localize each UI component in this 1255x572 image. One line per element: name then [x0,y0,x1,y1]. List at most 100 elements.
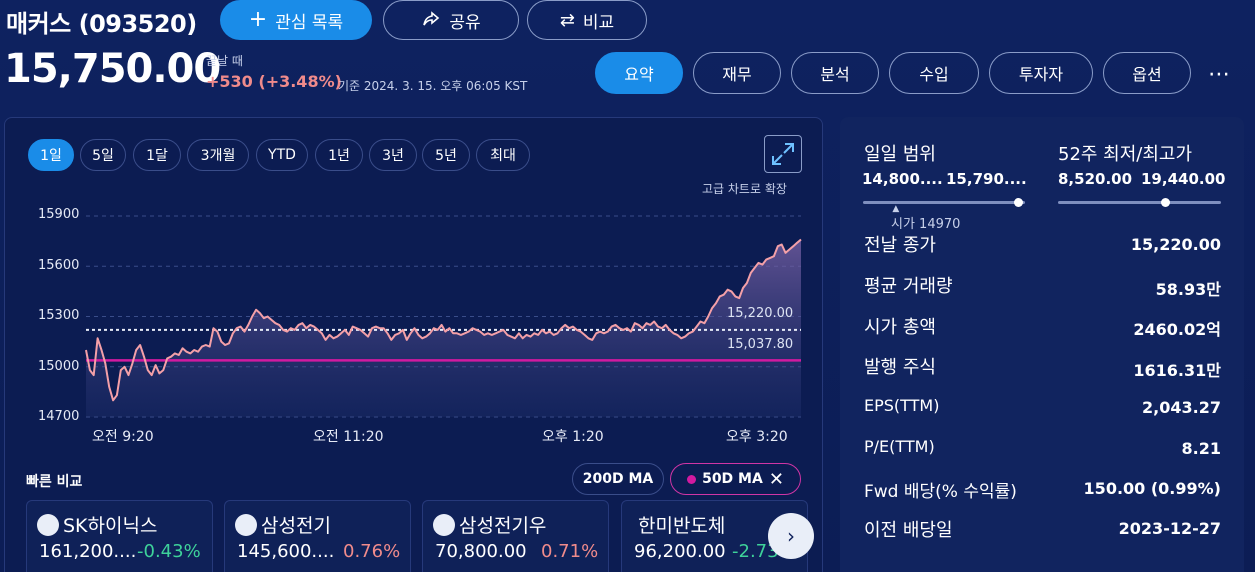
price-change: +530 (+3.48%) [206,72,342,91]
day-range-slider [863,201,1025,204]
compare-card-samsung-em[interactable]: 삼성전기 145,600.... 0.76% [224,500,411,572]
compare-label: 비교 [582,12,615,33]
share-icon [423,11,440,26]
plus-icon: + [248,7,268,32]
tab-investors[interactable]: 투자자 [989,52,1093,94]
stat-value: 15,220.00 [1130,235,1221,254]
share-button[interactable]: 공유 [383,0,519,40]
tab-options[interactable]: 옵션 [1103,52,1191,94]
samsung-logo-icon [433,514,455,536]
stat-label: Fwd 배당(% 수익률) [864,482,1017,502]
stat-value: 58.93만 [1155,280,1221,299]
week52-low: 8,520.00 [1058,170,1133,188]
range-3y[interactable]: 3년 [369,139,417,171]
stat-value: 1616.31만 [1133,361,1221,380]
range-max[interactable]: 최대 [476,139,530,171]
open-marker-icon: ▲ [892,204,900,214]
close-icon[interactable]: ✕ [768,468,784,490]
day-range-label: 일일 범위 [864,144,936,165]
card-pct: 0.76% [343,541,401,562]
x-tick: 오전 11:20 [313,429,384,445]
compare-card-sk-hynix[interactable]: SK하이닉스 161,200.... -0.43% [26,500,213,572]
ma-label: 15,037.80 [727,337,794,352]
card-name: 삼성전기우 [459,515,547,537]
samsung-logo-icon [235,514,257,536]
ma50-button[interactable]: 50D MA ✕ [670,463,801,495]
asof-timestamp: 기준 2024. 3. 15. 오후 06:05 KST [338,79,528,93]
stat-label: 평균 거래량 [864,276,953,297]
stat-label: EPS(TTM) [864,396,940,415]
card-pct: -0.43% [137,541,201,562]
card-value: 96,200.00 [634,541,726,562]
range-1d[interactable]: 1일 [28,139,74,171]
card-value: 161,200.... [39,541,137,562]
ma200-button[interactable]: 200D MA [572,463,664,495]
stat-label: 이전 배당일 [864,520,953,541]
week52-marker [1161,198,1171,207]
stat-label: 발행 주식 [864,357,936,378]
stat-value: 150.00 (0.99%) [1083,479,1221,498]
compare-button[interactable]: ⇄ 비교 [527,0,647,40]
watchlist-button[interactable]: + 관심 목록 [220,0,372,40]
stat-value: 2,043.27 [1142,398,1221,417]
ma50-label: 50D MA [702,471,763,487]
card-name: 삼성전기 [261,515,331,537]
stat-label: 전날 종가 [864,235,936,256]
y-tick: 14700 [38,409,80,424]
y-tick: 15600 [38,258,80,273]
x-tick: 오전 9:20 [92,429,154,445]
card-value: 70,800.00 [435,541,527,562]
more-icon[interactable]: ⋯ [1208,62,1232,87]
range-ytd[interactable]: YTD [256,139,308,171]
expand-chart-button[interactable] [764,135,802,173]
stat-label: 시가 총액 [864,317,936,338]
y-tick: 15300 [38,308,80,323]
x-tick: 오후 3:20 [726,429,788,445]
card-value: 145,600.... [237,541,335,562]
x-tick: 오후 1:20 [542,429,604,445]
next-arrow-button[interactable]: › [768,513,814,559]
ma200-label: 200D MA [582,471,654,487]
stock-title: 매커스 (093520) [6,10,197,38]
day-high: 15,790.... [946,170,1027,188]
card-pct: -2.73 [732,541,779,562]
compare-icon: ⇄ [559,9,575,31]
share-label: 공유 [449,12,481,33]
compare-card-samsung-em-pref[interactable]: 삼성전기우 70,800.00 0.71% [422,500,609,572]
tab-financials[interactable]: 재무 [693,52,781,94]
sk-logo-icon [37,514,59,536]
range-5y[interactable]: 5년 [422,139,470,171]
week52-high: 19,440.00 [1141,170,1226,188]
day-low: 14,800.... [862,170,943,188]
expand-chart-label: 고급 차트로 확장 [702,182,787,196]
tab-summary[interactable]: 요약 [595,52,683,94]
current-price: 15,750.00 [4,46,221,92]
y-tick: 15000 [38,359,80,374]
stat-value: 8.21 [1181,439,1221,458]
day-range-marker [1014,198,1024,207]
week52-slider [1058,201,1221,204]
stat-value: 2460.02억 [1133,320,1221,339]
tab-analysis[interactable]: 분석 [791,52,879,94]
chevron-right-icon: › [787,524,795,548]
stats-panel [840,117,1244,572]
card-name: 한미반도체 [638,515,726,537]
card-pct: 0.71% [541,541,599,562]
prev-close-label: 15,220.00 [727,306,794,321]
week52-label: 52주 최저/최고가 [1058,144,1193,165]
tab-earnings[interactable]: 수입 [889,52,979,94]
price-line [85,238,802,402]
watchlist-label: 관심 목록 [275,12,344,33]
range-1m[interactable]: 1달 [133,139,181,171]
range-3m[interactable]: 3개월 [187,139,249,171]
open-marker-label: 시가 14970 [891,217,961,232]
expand-icon [772,143,794,165]
stat-value: 2023-12-27 [1118,519,1221,538]
ma50-dot-icon [687,474,697,484]
card-name: SK하이닉스 [63,515,158,537]
y-tick: 15900 [38,207,80,222]
range-1y[interactable]: 1년 [315,139,363,171]
range-5d[interactable]: 5일 [80,139,126,171]
quick-compare-title: 빠른 비교 [26,474,83,490]
